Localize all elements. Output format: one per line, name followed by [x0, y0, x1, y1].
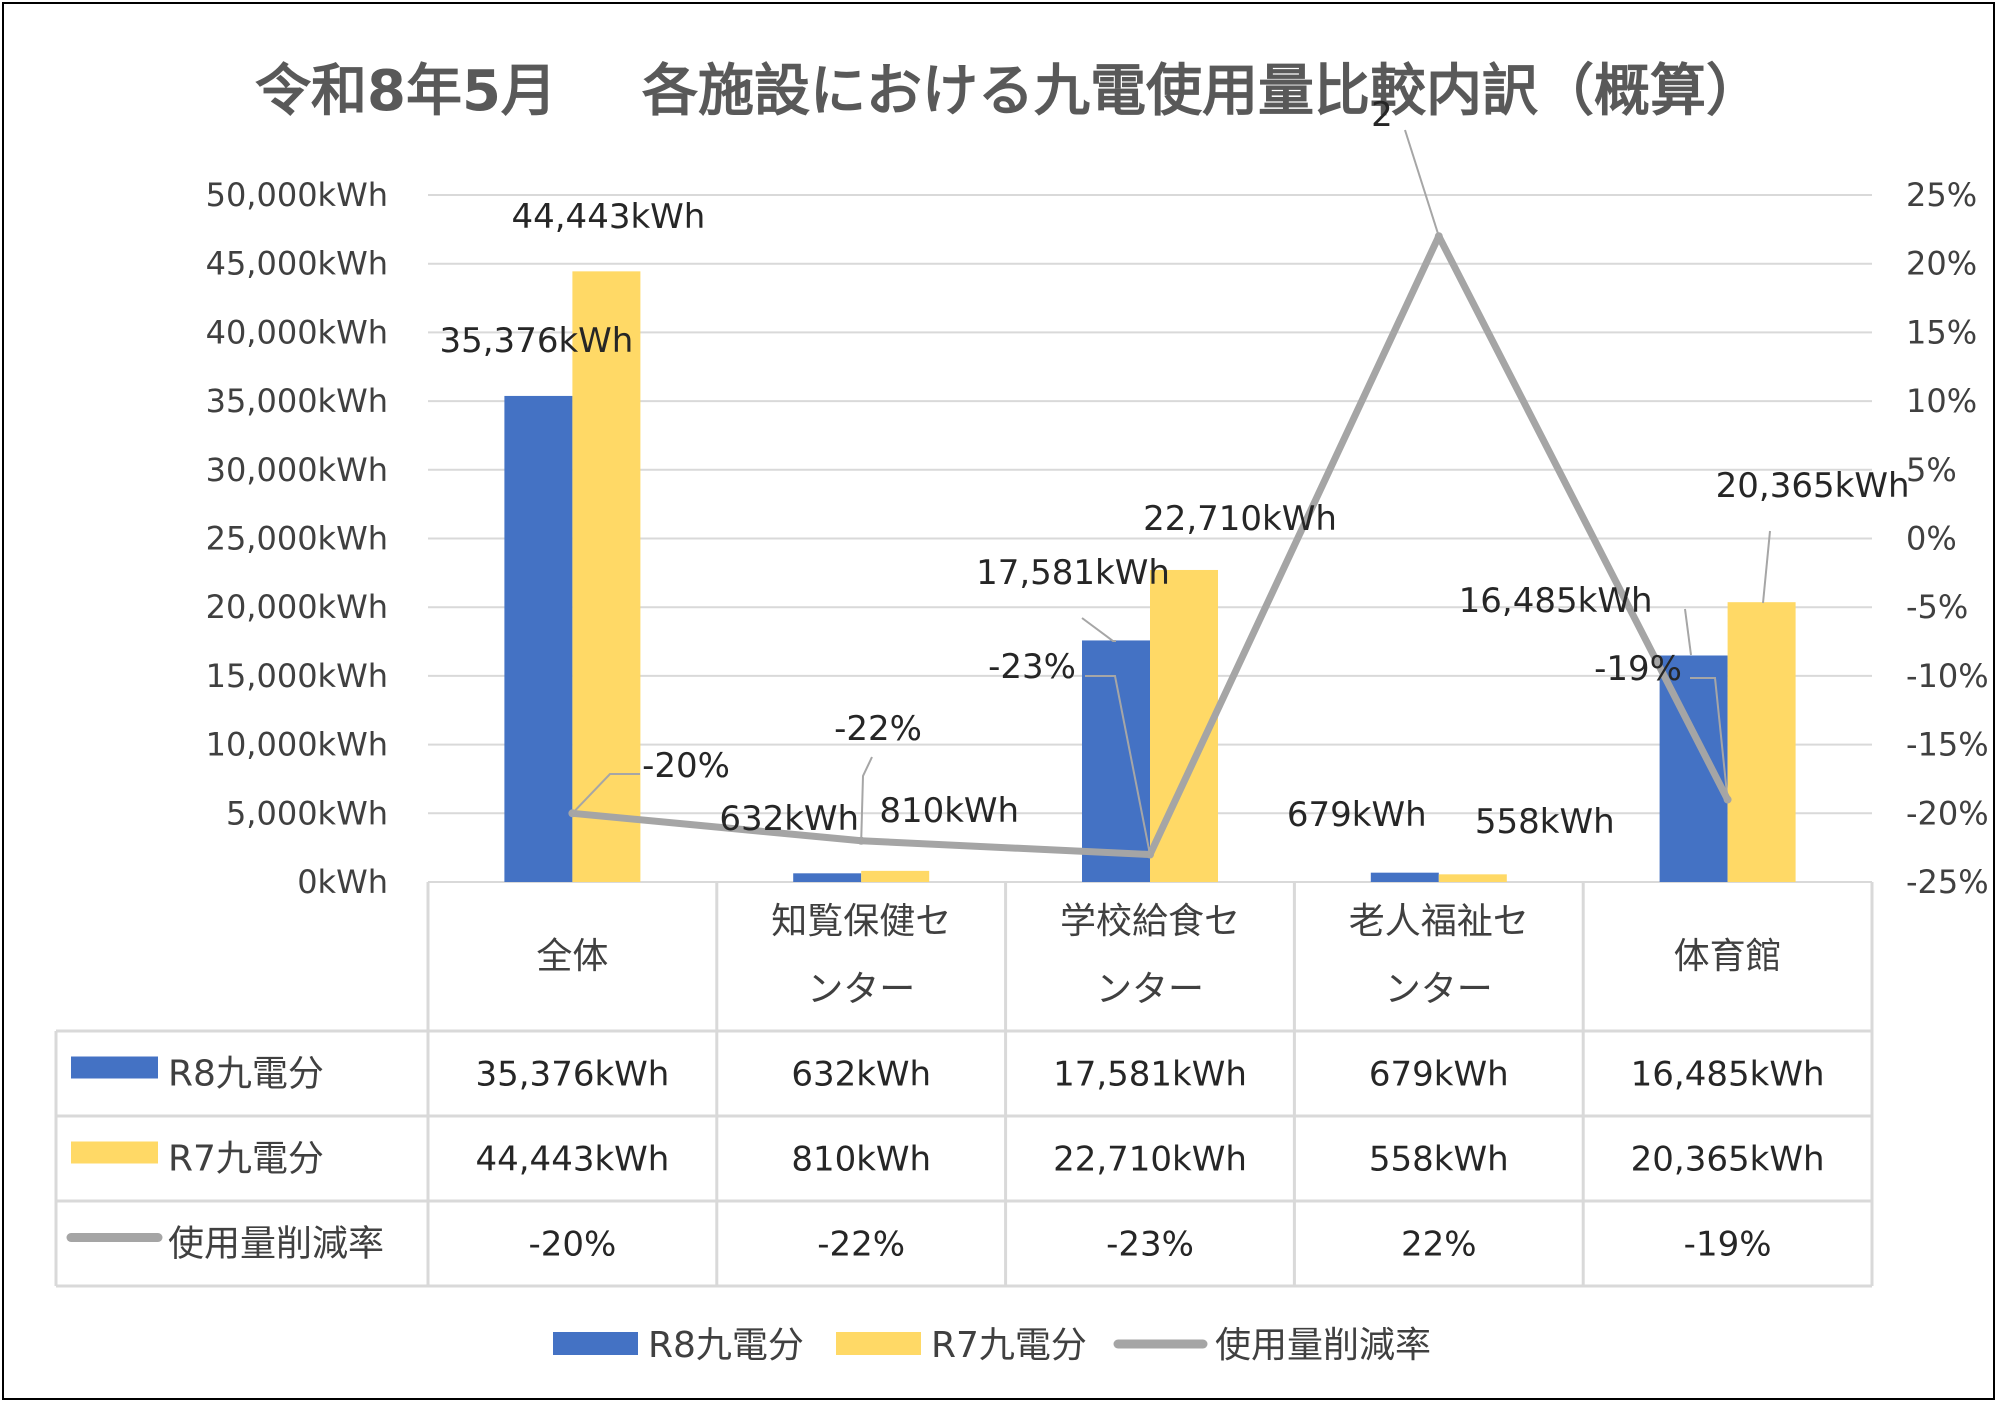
left-tick-label: 25,000kWh: [206, 520, 388, 558]
category-label: ンター: [807, 969, 915, 1010]
bar-r7: [572, 271, 641, 883]
table-legend-swatch: [71, 1056, 158, 1079]
label-rate: -19%: [1594, 649, 1682, 689]
left-tick-label: 0kWh: [297, 863, 388, 901]
table-series-name: R8九電分: [168, 1054, 324, 1095]
category-label: 全体: [536, 936, 608, 977]
leader-line: [1762, 530, 1771, 604]
label-rate: -20%: [642, 746, 730, 786]
leader-line: [1081, 617, 1116, 642]
table-value: 35,376kWh: [475, 1055, 669, 1095]
label-r8: 679kWh: [1287, 795, 1427, 835]
left-tick-label: 35,000kWh: [206, 382, 388, 420]
bar-r8: [793, 873, 862, 882]
legend-label-rate: 使用量削減率: [1215, 1325, 1431, 1366]
table-value: -22%: [817, 1225, 905, 1265]
gridlines: [428, 194, 1872, 883]
label-rate: -23%: [988, 647, 1076, 687]
right-tick-label: 20%: [1906, 245, 1977, 283]
label-r7: 810kWh: [879, 791, 1019, 831]
right-tick-label: -10%: [1906, 657, 1989, 695]
table-value: 17,581kWh: [1053, 1055, 1247, 1095]
table-value: -23%: [1106, 1225, 1194, 1265]
label-r8: 17,581kWh: [976, 553, 1170, 593]
category-label: 体育館: [1674, 936, 1782, 977]
legend: R8九電分 R7九電分 使用量削減率: [553, 1325, 1431, 1366]
right-tick-label: -20%: [1906, 794, 1989, 832]
right-axis-ticks: -25% -20% -15% -10% -5% 0% 5% 10% 15% 20% 25%: [1906, 176, 1989, 901]
bar-r7: [1727, 602, 1796, 882]
right-tick-label: 10%: [1906, 382, 1977, 420]
right-tick-label: 0%: [1906, 520, 1957, 558]
bar-r8: [504, 395, 573, 882]
category-label: ンター: [1096, 969, 1204, 1010]
data-labels: 35,376kWh 44,443kWh 632kWh 810kWh 17,581kWh 2…: [439, 95, 1910, 855]
table-value: -19%: [1684, 1225, 1772, 1265]
legend-label-r7: R7九電分: [931, 1325, 1087, 1366]
label-r7: 22,710kWh: [1143, 499, 1337, 539]
bar-r8: [1370, 872, 1439, 882]
table-value: 558kWh: [1369, 1140, 1509, 1180]
table-value: 810kWh: [791, 1140, 931, 1180]
left-tick-label: 40,000kWh: [206, 313, 388, 351]
category-label: ンター: [1385, 969, 1493, 1010]
table-value: 16,485kWh: [1631, 1055, 1825, 1095]
table-value: 22,710kWh: [1053, 1140, 1247, 1180]
left-tick-label: 20,000kWh: [206, 588, 388, 626]
right-tick-label: -5%: [1906, 588, 1968, 626]
right-tick-label: -25%: [1906, 863, 1989, 901]
label-r7: 44,443kWh: [511, 197, 705, 237]
label-r8: 35,376kWh: [439, 321, 633, 361]
table-value: 44,443kWh: [475, 1140, 669, 1180]
legend-swatch-r7: [836, 1332, 921, 1355]
left-axis-ticks: 0kWh 5,000kWh 10,000kWh 15,000kWh 20,000kWh 2…: [206, 176, 388, 901]
leader-line: [1085, 675, 1151, 855]
table-value: 22%: [1401, 1225, 1477, 1265]
chart-title-main: 各施設における九電使用量比較内訳（概算）: [642, 59, 1762, 124]
legend-swatch-r8: [553, 1332, 638, 1355]
right-tick-label: 5%: [1906, 451, 1957, 489]
label-rate: 2: [1371, 95, 1393, 135]
left-tick-label: 5,000kWh: [226, 794, 388, 832]
table-legend-swatch: [71, 1141, 158, 1164]
legend-label-r8: R8九電分: [648, 1325, 804, 1366]
label-r7: 558kWh: [1475, 802, 1615, 842]
leader-line: [1404, 129, 1440, 237]
category-label: 知覧保健セ: [771, 901, 951, 942]
label-rate: -22%: [834, 709, 922, 749]
leader-line: [571, 773, 640, 814]
left-tick-label: 50,000kWh: [206, 176, 388, 214]
right-tick-label: 25%: [1906, 176, 1977, 214]
label-r8: 632kWh: [719, 799, 859, 839]
table-value: 20,365kWh: [1631, 1140, 1825, 1180]
left-tick-label: 10,000kWh: [206, 726, 388, 764]
right-tick-label: -15%: [1906, 726, 1989, 764]
bar-r7: [861, 870, 930, 882]
bar-r7: [1438, 874, 1507, 882]
left-tick-label: 15,000kWh: [206, 657, 388, 695]
leader-line: [860, 756, 873, 841]
table-series-name: 使用量削減率: [168, 1224, 384, 1265]
table-series-name: R7九電分: [168, 1139, 324, 1180]
label-r7: 20,365kWh: [1716, 466, 1910, 506]
label-r8: 16,485kWh: [1459, 581, 1653, 621]
left-tick-label: 45,000kWh: [206, 245, 388, 283]
leader-line: [1684, 608, 1692, 656]
left-tick-label: 30,000kWh: [206, 451, 388, 489]
table-value: -20%: [528, 1225, 616, 1265]
table-value: 679kWh: [1369, 1055, 1509, 1095]
category-label: 学校給食セ: [1060, 901, 1240, 942]
right-tick-label: 15%: [1906, 313, 1977, 351]
table-value: 632kWh: [791, 1055, 931, 1095]
category-label: 老人福祉セ: [1349, 901, 1529, 942]
leader-line: [1690, 677, 1729, 800]
chart-title-date: 令和8年5月: [255, 59, 557, 124]
